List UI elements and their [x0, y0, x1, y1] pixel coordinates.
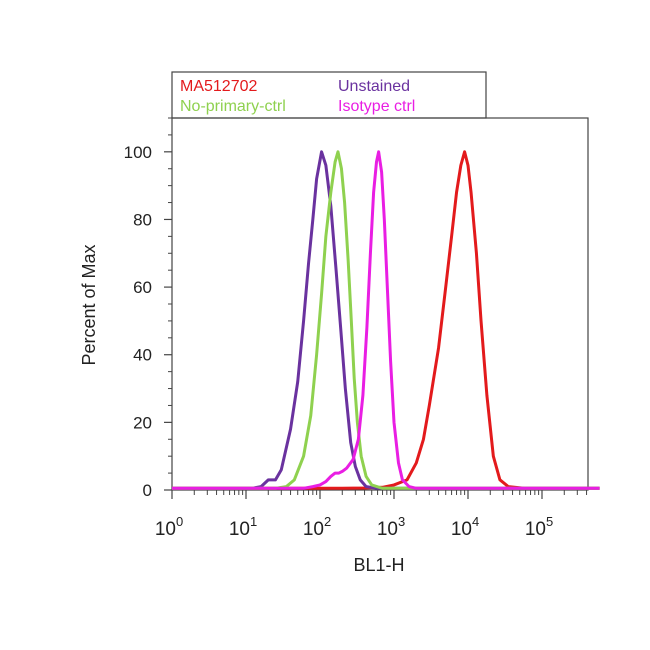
y-tick-label: 40 — [133, 346, 152, 365]
plot-area — [171, 117, 589, 491]
x-axis: 100 101 102 103 104 105 — [155, 490, 588, 540]
legend-box — [171, 71, 487, 119]
series-line-no-primary-ctrl — [172, 150, 600, 490]
x-tick-label: 100 — [155, 514, 183, 540]
x-tick-label: 105 — [525, 514, 553, 540]
y-tick-label: 60 — [133, 278, 152, 297]
legend-entry: MA512702 — [180, 78, 257, 95]
y-axis: 0 20 40 60 80 100 — [124, 117, 172, 500]
x-tick-label: 104 — [451, 514, 479, 540]
series-layer — [172, 150, 600, 490]
y-tick-label: 0 — [143, 481, 152, 500]
legend-entry: Unstained — [338, 78, 410, 95]
y-axis-label: Percent of Max — [79, 244, 99, 365]
plot-frame — [171, 117, 589, 491]
series-line-isotype-ctrl — [172, 150, 600, 490]
legend-entry: No-primary-ctrl — [180, 98, 286, 115]
x-axis-label: BL1-H — [353, 555, 404, 575]
series-line-unstained — [172, 150, 600, 490]
series-line-ma512702 — [172, 150, 600, 490]
y-tick-label: 20 — [133, 413, 152, 432]
x-tick-label: 103 — [377, 514, 405, 540]
x-tick-label: 102 — [303, 514, 331, 540]
legend: MA512702 Unstained No-primary-ctrl Isotype … — [171, 71, 487, 119]
y-tick-label: 100 — [124, 143, 152, 162]
x-tick-label: 101 — [229, 514, 257, 540]
legend-entry: Isotype ctrl — [338, 98, 415, 115]
y-tick-label: 80 — [133, 210, 152, 229]
